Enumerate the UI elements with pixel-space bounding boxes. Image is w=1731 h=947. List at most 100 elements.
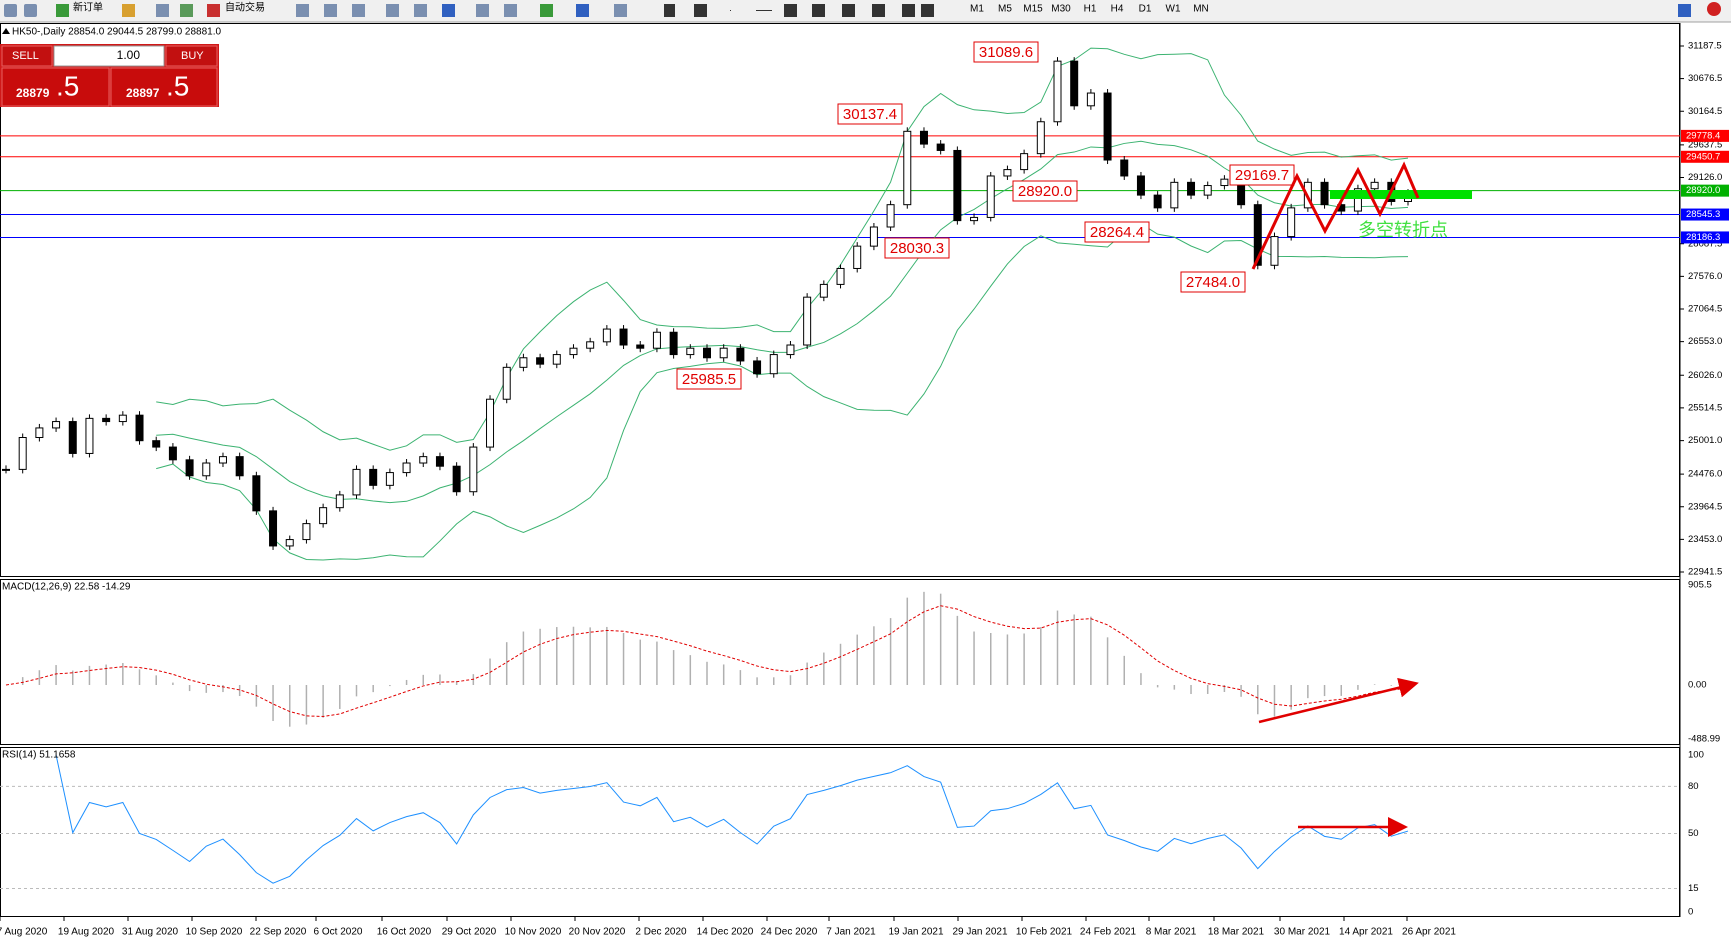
date-label: 6 Oct 2020 [314,927,363,938]
candle [1070,60,1079,107]
timeframe-button: D1 [1139,4,1152,15]
candle [753,360,762,375]
price-tick-label: 23453.0 [1688,534,1722,545]
candle [669,331,678,356]
date-label: 10 Feb 2021 [1016,927,1073,938]
annotation-box [973,41,1039,63]
date-label: 20 Nov 2020 [569,927,626,938]
date-label: 18 Mar 2021 [1208,927,1265,938]
candle [719,347,728,359]
candle [636,344,645,349]
buy-button[interactable]: BUY [181,50,204,62]
new-order-button[interactable]: 新订单 [73,1,103,14]
rsi-chart [0,754,1680,889]
price-tick-label: 28087.5 [1688,238,1722,249]
rsi-label: RSI(14) 51.1658 [2,750,76,761]
rsi-line [55,754,1409,884]
candle [619,328,628,346]
price-tick-label: 29126.0 [1688,172,1722,183]
bid-pips[interactable]: .5 [56,70,79,101]
candle [519,357,528,368]
price-tick-label: 24476.0 [1688,469,1722,480]
candle [1370,181,1379,190]
level-label: 28186.3 [1686,232,1720,243]
candle [1320,181,1329,206]
date-label: 8 Mar 2021 [1146,927,1197,938]
candle [68,421,77,454]
macd-arrow [1258,677,1419,724]
timeframe-button: H4 [1111,4,1124,15]
candle [586,341,595,349]
level-tag [1681,208,1729,221]
candle [85,417,94,454]
candle [536,357,545,365]
candle [853,245,862,269]
candle [168,446,177,461]
rsi-tick-label: 15 [1688,883,1699,894]
axes: 31187.5 30676.5 30164.5 29637.5 29126.0 28087… [0,41,1729,938]
date-label: 22 Sep 2020 [250,927,307,938]
candle [202,462,211,477]
candle [18,437,27,470]
bollinger-band [156,223,1409,561]
candle [319,507,328,525]
candle [35,427,44,439]
bollinger-band [156,47,1409,451]
candle [102,417,111,423]
level-tag [1681,184,1729,197]
price-tick-label: 26553.0 [1688,336,1722,347]
date-label: 24 Dec 2020 [761,927,818,938]
date-label: 19 Aug 2020 [58,927,115,938]
rsi-panel [0,747,1680,917]
candle [1170,181,1179,209]
price-tick-label: 30164.5 [1688,106,1722,117]
annotation: 28030.3 [890,240,944,257]
macd-chart [5,591,1409,727]
bid-price[interactable]: 28879 [16,86,50,100]
candle [1020,153,1029,171]
date-label: 30 Mar 2021 [1274,927,1331,938]
price-tick-label: 26026.0 [1688,370,1722,381]
annotation-box [1229,164,1295,186]
candle [1120,159,1129,177]
annotation-box [884,237,950,259]
level-label: 28545.3 [1686,209,1720,220]
ask-price[interactable]: 28897 [126,86,160,100]
candle [152,440,161,448]
auto-trading-button[interactable]: 自动交易 [225,1,265,14]
date-label: 10 Sep 2020 [186,927,243,938]
date-label: 16 Oct 2020 [377,927,432,938]
annotation-box [676,368,742,390]
candle [1253,204,1262,266]
annotation: 30137.4 [843,106,897,123]
candle [218,456,227,464]
lot-input[interactable]: 1.00 [117,48,141,62]
candle [369,468,378,486]
rsi-tick-label: 100 [1688,750,1704,761]
candle [52,421,61,429]
level-label: 29450.7 [1686,151,1720,162]
candle [302,523,311,541]
level-tag [1681,231,1729,244]
candle [1153,194,1162,209]
candle [569,347,578,356]
bollinger-band [156,140,1409,504]
date-label: 14 Apr 2021 [1339,927,1393,938]
candle [402,462,411,474]
annotation: 27484.0 [1186,274,1240,291]
timeframe-button: M15 [1023,4,1043,15]
candle [2,468,10,471]
candle [352,468,361,496]
ask-pips[interactable]: .5 [166,70,189,101]
chart-header: HK50-,Daily 28854.0 29044.5 28799.0 2888… [12,27,221,38]
sell-button[interactable]: SELL [12,50,39,62]
annotation-box [1012,180,1078,202]
date-label: 29 Oct 2020 [442,927,497,938]
date-label: 31 Aug 2020 [122,927,179,938]
candle [1003,169,1012,177]
candle [1136,175,1145,196]
price-tick-label: 25514.5 [1688,402,1722,413]
price-tick-label: 25001.0 [1688,435,1722,446]
candle [269,510,278,547]
